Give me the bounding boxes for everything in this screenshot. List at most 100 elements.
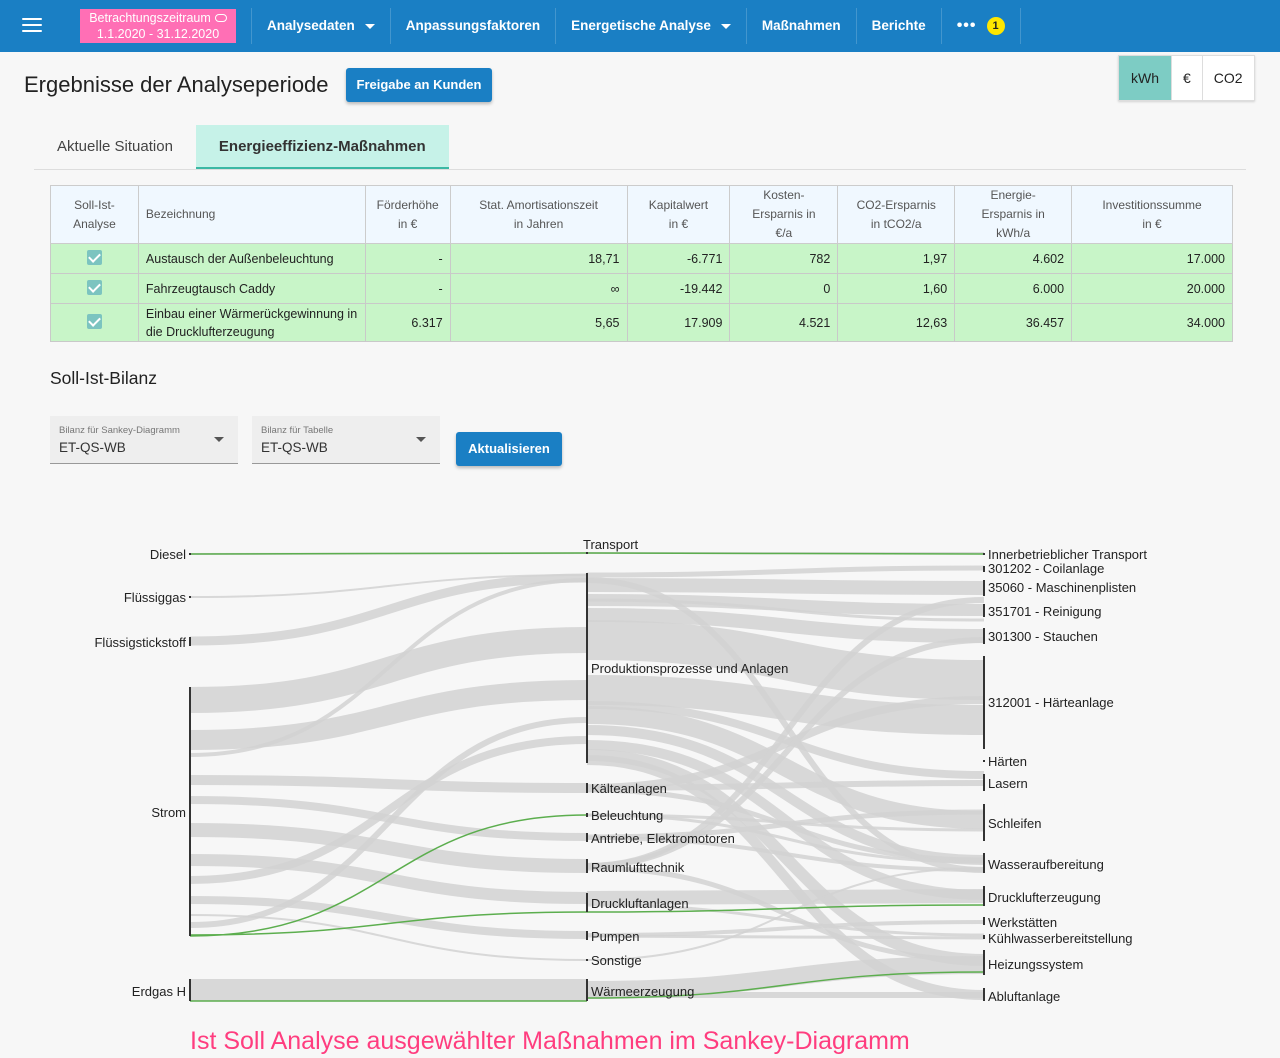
sankey-node-consumer — [983, 656, 985, 749]
sankey-flow-source-use — [189, 854, 588, 904]
header-line: Kosten- — [763, 188, 805, 202]
chevron-down-icon — [364, 23, 375, 29]
cell-kapitalwert: 17.909 — [626, 303, 731, 342]
col-header-energieersparnis: Energie- Ersparnis in kWh/a — [954, 185, 1073, 244]
sankey-node-consumer — [983, 774, 985, 791]
menu-icon[interactable] — [22, 18, 42, 34]
tab-energieeffizienz-massnahmen[interactable]: Energieeffizienz-Maßnahmen — [195, 125, 449, 169]
update-button[interactable]: Aktualisieren — [456, 432, 562, 466]
period-label: Betrachtungszeitraum — [89, 11, 211, 25]
sankey-node-consumer — [983, 804, 985, 841]
sankey-node-use — [586, 959, 588, 961]
row-checkbox[interactable] — [86, 249, 102, 265]
header-line: Energie- — [990, 188, 1036, 202]
row-checkbox[interactable] — [86, 279, 102, 295]
cell-foerderhoehe: 6.317 — [364, 303, 451, 342]
unit-co2-button[interactable]: CO2 — [1201, 56, 1254, 100]
sankey-label-consumer: Wasseraufbereitung — [988, 857, 1104, 872]
cell-kostenersparnis: 4.521 — [729, 303, 839, 342]
link-icon — [214, 14, 227, 22]
header-line: Förderhöhe — [376, 197, 439, 212]
sankey-label-use: Beleuchtung — [591, 808, 663, 823]
sankey-node-consumer — [983, 566, 985, 572]
sankey-node-use — [586, 859, 588, 873]
sankey-node-consumer — [983, 628, 985, 644]
nav-more[interactable]: ••• 1 — [940, 8, 1020, 44]
unit-kwh-button[interactable]: kWh — [1119, 56, 1171, 100]
sankey-flow-use-consumer — [586, 889, 985, 905]
header-line: Soll-Ist- — [74, 197, 115, 212]
share-with-customer-button[interactable]: Freigabe an Kunden — [346, 68, 492, 102]
header-line: Stat. Amortisationszeit — [479, 197, 598, 212]
sankey-flow-use-consumer — [586, 780, 985, 791]
sankey-diagram: Diesel Flüssiggas Flüssigstickstoff Strom Er… — [94, 537, 1147, 1004]
row-checkbox[interactable] — [86, 313, 102, 329]
table-balance-select[interactable]: Bilanz für Tabelle ET-QS-WB — [252, 416, 440, 464]
unit-euro-button[interactable]: € — [1171, 56, 1202, 100]
nav-analysedaten[interactable]: Analysedaten — [251, 8, 390, 44]
sankey-label-use: Transport — [583, 537, 639, 552]
cell-foerderhoehe: - — [364, 273, 451, 304]
sankey-highlight-flow — [586, 971, 985, 999]
select-label: Bilanz für Tabelle — [261, 425, 334, 436]
sankey-label-use: Antriebe, Elektromotoren — [591, 831, 735, 846]
sankey-highlight-flow — [189, 911, 588, 936]
sankey-node-consumer — [983, 988, 985, 1001]
sankey-node-use — [586, 979, 588, 1001]
sankey-label-consumer: 35060 - Maschinenplisten — [988, 580, 1136, 595]
sankey-flow-source-use — [189, 574, 588, 598]
sankey-flow-source-use — [189, 736, 588, 884]
unit-toggle: kWh € CO2 — [1118, 55, 1255, 101]
sankey-flow-use-consumer — [586, 749, 985, 966]
sankey-flow-use-consumer — [586, 836, 985, 872]
table-row: Fahrzeugtausch Caddy - ∞ -19.442 0 1,60 … — [50, 273, 1233, 304]
sankey-node-source — [189, 979, 191, 1001]
col-header-bezeichnung: Bezeichnung — [137, 185, 366, 244]
nav-massnahmen[interactable]: Maßnahmen — [745, 8, 856, 44]
sankey-label-consumer: Abluftanlage — [988, 989, 1060, 1004]
sankey-flow-use-consumer — [586, 578, 985, 595]
header-line: Ersparnis in — [752, 207, 816, 221]
cell-energieersparnis: 6.000 — [954, 273, 1073, 304]
cell-name: Austausch der Außenbeleuchtung — [137, 243, 366, 274]
sankey-highlight-flow — [189, 814, 588, 937]
select-value: ET-QS-WB — [261, 440, 328, 455]
cell-co2-ersparnis: 1,60 — [837, 273, 956, 304]
sankey-node-consumer — [983, 935, 985, 939]
cell-checkbox — [50, 243, 139, 274]
col-header-co2-ersparnis: CO2-Ersparnis in tCO2/a — [837, 185, 956, 244]
sankey-label-source: Flüssiggas — [124, 590, 187, 605]
sankey-label-consumer: Kühlwasserbereitstellung — [988, 931, 1133, 946]
sankey-flow-use-consumer — [586, 934, 985, 940]
sankey-node-consumer — [983, 604, 985, 617]
sankey-flow-source-use — [189, 717, 588, 928]
header-line: Kapitalwert — [648, 197, 709, 212]
nav-energetische-analyse[interactable]: Energetische Analyse — [555, 8, 746, 44]
sankey-label-consumer: Werkstätten — [988, 915, 1057, 930]
sankey-node-use — [586, 893, 588, 912]
tab-aktuelle-situation[interactable]: Aktuelle Situation — [57, 138, 173, 155]
cell-name: Einbau einer Wärmerückgewinnung in die D… — [137, 303, 366, 342]
col-header-soll-ist: Soll-Ist- Analyse — [50, 185, 139, 244]
sankey-flow-use-consumer — [586, 740, 985, 900]
sankey-label-use: Druckluftanlagen — [591, 896, 689, 911]
sankey-node-source — [189, 596, 191, 598]
period-range: 1.1.2020 - 31.12.2020 — [96, 27, 220, 41]
cell-energieersparnis: 36.457 — [954, 303, 1073, 342]
sankey-node-consumer — [983, 886, 985, 906]
nav-berichte[interactable]: Berichte — [855, 8, 941, 44]
sankey-node-source — [189, 637, 191, 646]
page-title: Ergebnisse der Analyseperiode — [24, 72, 329, 97]
cell-name: Fahrzeugtausch Caddy — [137, 273, 366, 304]
sankey-flow-source-use — [189, 573, 588, 646]
sankey-node-use — [586, 783, 588, 793]
sankey-flow-source-use — [189, 578, 588, 757]
header-line: in € — [398, 216, 418, 231]
nav-anpassungsfaktoren[interactable]: Anpassungsfaktoren — [389, 8, 555, 44]
sankey-label-consumer: 312001 - Härteanlage — [988, 695, 1114, 710]
sankey-highlight-flow — [586, 904, 985, 913]
cell-amortisation: ∞ — [449, 273, 628, 304]
period-selector[interactable]: Betrachtungszeitraum 1.1.2020 - 31.12.20… — [80, 9, 236, 43]
cell-energieersparnis: 4.602 — [954, 243, 1073, 274]
sankey-balance-select[interactable]: Bilanz für Sankey-Diagramm ET-QS-WB — [50, 416, 238, 464]
